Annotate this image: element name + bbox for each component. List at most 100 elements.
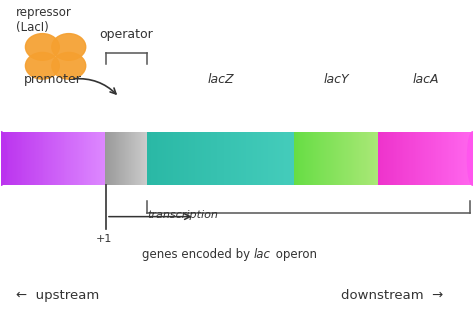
Bar (248, 132, 250, 185)
Bar (383, 132, 385, 185)
Bar (139, 132, 140, 185)
Bar (56, 132, 57, 185)
Bar (7, 132, 9, 185)
Bar (300, 132, 301, 185)
Bar (96, 132, 98, 185)
Bar (416, 132, 418, 185)
Bar (358, 132, 360, 185)
Bar (409, 132, 410, 185)
Bar (147, 132, 150, 185)
Bar (10, 132, 12, 185)
Bar (224, 132, 227, 185)
Bar (82, 132, 83, 185)
Bar (451, 132, 453, 185)
Bar (309, 132, 310, 185)
Bar (465, 132, 466, 185)
Bar (343, 132, 345, 185)
Bar (108, 132, 109, 185)
Bar (338, 132, 339, 185)
Bar (124, 132, 125, 185)
Bar (242, 132, 245, 185)
Bar (58, 132, 60, 185)
Bar (81, 132, 82, 185)
Bar (441, 132, 442, 185)
Bar (219, 132, 221, 185)
Ellipse shape (467, 132, 474, 185)
Bar (123, 132, 124, 185)
Bar (149, 132, 152, 185)
Bar (257, 132, 259, 185)
Bar (305, 132, 307, 185)
Bar (128, 132, 129, 185)
Bar (167, 132, 170, 185)
Bar (317, 132, 319, 185)
Bar (259, 132, 261, 185)
Bar (180, 132, 182, 185)
Bar (277, 132, 279, 185)
Bar (195, 132, 197, 185)
Bar (363, 132, 364, 185)
Bar (8, 132, 9, 185)
Bar (290, 132, 292, 185)
Bar (264, 132, 267, 185)
Bar (292, 132, 294, 185)
Bar (125, 132, 126, 185)
Bar (429, 132, 431, 185)
Bar (88, 132, 90, 185)
Bar (118, 132, 119, 185)
Bar (134, 132, 135, 185)
Bar (129, 132, 130, 185)
Bar (454, 132, 456, 185)
Bar (380, 132, 381, 185)
Bar (107, 132, 108, 185)
Bar (57, 132, 59, 185)
Bar (328, 132, 329, 185)
Bar (199, 132, 201, 185)
Bar (465, 132, 467, 185)
Bar (112, 132, 113, 185)
Bar (4, 132, 6, 185)
Bar (325, 132, 327, 185)
Bar (171, 132, 173, 185)
Bar (417, 132, 419, 185)
Bar (237, 132, 239, 185)
Bar (31, 132, 33, 185)
Bar (435, 132, 437, 185)
Bar (186, 132, 188, 185)
Bar (419, 132, 421, 185)
Bar (87, 132, 89, 185)
Bar (323, 132, 325, 185)
Bar (396, 132, 398, 185)
Bar (140, 132, 141, 185)
Bar (313, 132, 314, 185)
Bar (424, 132, 426, 185)
Bar (339, 132, 341, 185)
Bar (66, 132, 68, 185)
Bar (130, 132, 131, 185)
Bar (387, 132, 388, 185)
Bar (434, 132, 436, 185)
Bar (166, 132, 168, 185)
Bar (361, 132, 363, 185)
Bar (136, 132, 137, 185)
Bar (321, 132, 323, 185)
Bar (355, 132, 356, 185)
Bar (114, 132, 115, 185)
Bar (302, 132, 303, 185)
Text: genes encoded by: genes encoded by (142, 248, 254, 261)
Bar (109, 132, 110, 185)
Bar (93, 132, 95, 185)
Bar (272, 132, 274, 185)
Bar (138, 132, 139, 185)
Bar (438, 132, 440, 185)
Bar (208, 132, 210, 185)
Bar (142, 132, 143, 185)
Bar (333, 132, 334, 185)
Bar (117, 132, 118, 185)
Bar (381, 132, 383, 185)
Bar (306, 132, 308, 185)
Text: +1: +1 (95, 234, 112, 244)
Bar (231, 132, 234, 185)
Bar (463, 132, 465, 185)
Bar (293, 132, 295, 185)
